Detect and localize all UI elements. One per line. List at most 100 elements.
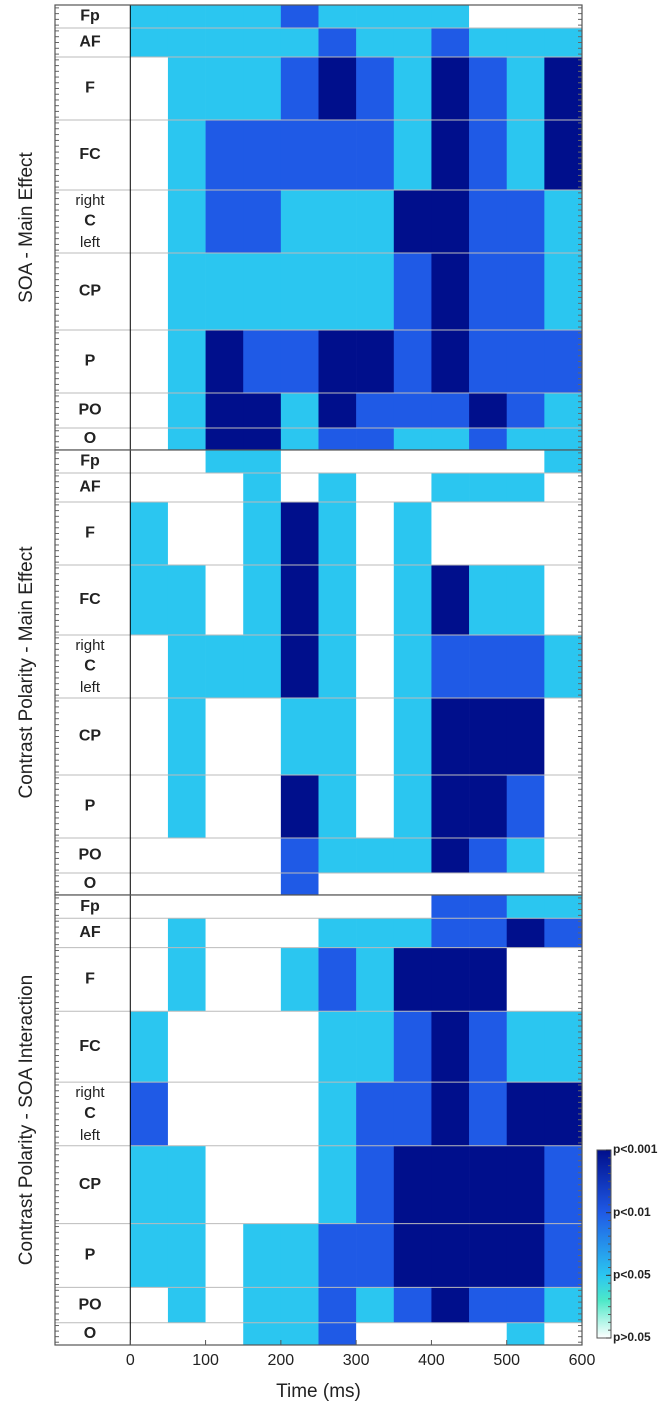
heatmap-cell	[280, 450, 319, 474]
heatmap-cell	[243, 918, 282, 948]
heatmap-cell	[55, 57, 93, 121]
heatmap-cell	[506, 1322, 545, 1346]
heatmap-cell	[506, 565, 545, 636]
heatmap-cell	[55, 450, 93, 474]
heatmap-cell	[55, 838, 93, 874]
heatmap-cell	[205, 428, 244, 451]
heatmap-cell	[130, 698, 169, 776]
heatmap-cell	[55, 5, 93, 29]
x-tick-label: 400	[418, 1352, 445, 1369]
heatmap-cell	[544, 1011, 583, 1083]
heatmap-cell	[431, 253, 470, 331]
heatmap-cell	[280, 57, 319, 121]
row-label: AF	[79, 924, 101, 941]
heatmap-cell	[280, 28, 319, 58]
heatmap-cell	[130, 450, 169, 474]
heatmap-cell	[205, 1223, 244, 1288]
heatmap-cell	[544, 1287, 583, 1324]
heatmap-cell	[92, 698, 131, 776]
heatmap-cell	[356, 775, 395, 839]
heatmap-cell	[92, 5, 131, 29]
heatmap-cell	[280, 330, 319, 394]
heatmap-cell	[55, 565, 93, 636]
heatmap-cell	[506, 698, 545, 776]
heatmap-cell	[356, 473, 395, 503]
heatmap-cell	[55, 428, 93, 451]
heatmap-cell	[55, 1287, 93, 1324]
heatmap-cell	[205, 1145, 244, 1224]
heatmap-cell	[393, 393, 432, 429]
hemisphere-label: left	[80, 679, 101, 696]
heatmap-cell	[55, 947, 93, 1012]
heatmap-cell	[469, 1223, 508, 1288]
heatmap-cell	[167, 873, 206, 896]
heatmap-cell	[431, 1011, 470, 1083]
row-label: F	[85, 971, 95, 988]
heatmap-cell	[356, 947, 395, 1012]
heatmap-cell	[280, 838, 319, 874]
heatmap-cell	[544, 1322, 583, 1346]
heatmap-cell	[431, 1223, 470, 1288]
heatmap-cell	[318, 565, 357, 636]
heatmap-cell	[469, 57, 508, 121]
heatmap-cell	[506, 947, 545, 1012]
heatmap-cell	[506, 1145, 545, 1224]
heatmap-cell	[469, 1011, 508, 1083]
heatmap-cell	[393, 635, 432, 699]
heatmap-cell	[393, 330, 432, 394]
heatmap-cell	[318, 393, 357, 429]
heatmap-cell	[205, 565, 244, 636]
heatmap-cell	[393, 918, 432, 948]
heatmap-cell	[130, 838, 169, 874]
heatmap-cell	[469, 838, 508, 874]
heatmap-cell	[280, 565, 319, 636]
heatmap-cell	[92, 1145, 131, 1224]
heatmap-cell	[205, 5, 244, 29]
row-label: CP	[79, 1176, 102, 1193]
heatmap-cell	[506, 918, 545, 948]
heatmap-cell	[280, 1223, 319, 1288]
heatmap-cell	[318, 253, 357, 331]
heatmap-cell	[544, 895, 583, 919]
heatmap-cell	[167, 57, 206, 121]
heatmap-cell	[544, 57, 583, 121]
heatmap-cell	[130, 28, 169, 58]
heatmap-cell	[506, 1287, 545, 1324]
heatmap-cell	[393, 57, 432, 121]
heatmap-cell	[92, 502, 131, 566]
heatmap-cell	[205, 1322, 244, 1346]
heatmap-cell	[506, 635, 545, 699]
heatmap-cell	[243, 330, 282, 394]
heatmap-cell	[318, 28, 357, 58]
heatmap-cell	[205, 698, 244, 776]
heatmap-cell	[506, 473, 545, 503]
heatmap-cell	[243, 775, 282, 839]
heatmap-cell	[318, 918, 357, 948]
heatmap-cell	[205, 502, 244, 566]
heatmap-cell	[243, 57, 282, 121]
heatmap-cell	[55, 918, 93, 948]
y-axis-label: Contrast Polarity - SOA Interaction	[16, 975, 37, 1265]
heatmap-cell	[167, 635, 206, 699]
heatmap-cell	[431, 838, 470, 874]
colorbar-label: p>0.05	[613, 1330, 651, 1344]
heatmap-cell	[280, 1011, 319, 1083]
heatmap-cell	[167, 473, 206, 503]
heatmap-cell	[205, 28, 244, 58]
heatmap-cell	[431, 918, 470, 948]
heatmap-cell	[506, 393, 545, 429]
heatmap-cell	[469, 565, 508, 636]
heatmap-cell	[130, 1145, 169, 1224]
heatmap-cell	[318, 635, 357, 699]
heatmap-cell	[393, 1287, 432, 1324]
heatmap-cell	[167, 253, 206, 331]
heatmap-cell	[393, 947, 432, 1012]
heatmap-cell	[544, 873, 583, 896]
heatmap-cell	[92, 1223, 131, 1288]
heatmap-cell	[205, 775, 244, 839]
heatmap-cell	[393, 253, 432, 331]
heatmap-cell	[318, 120, 357, 191]
